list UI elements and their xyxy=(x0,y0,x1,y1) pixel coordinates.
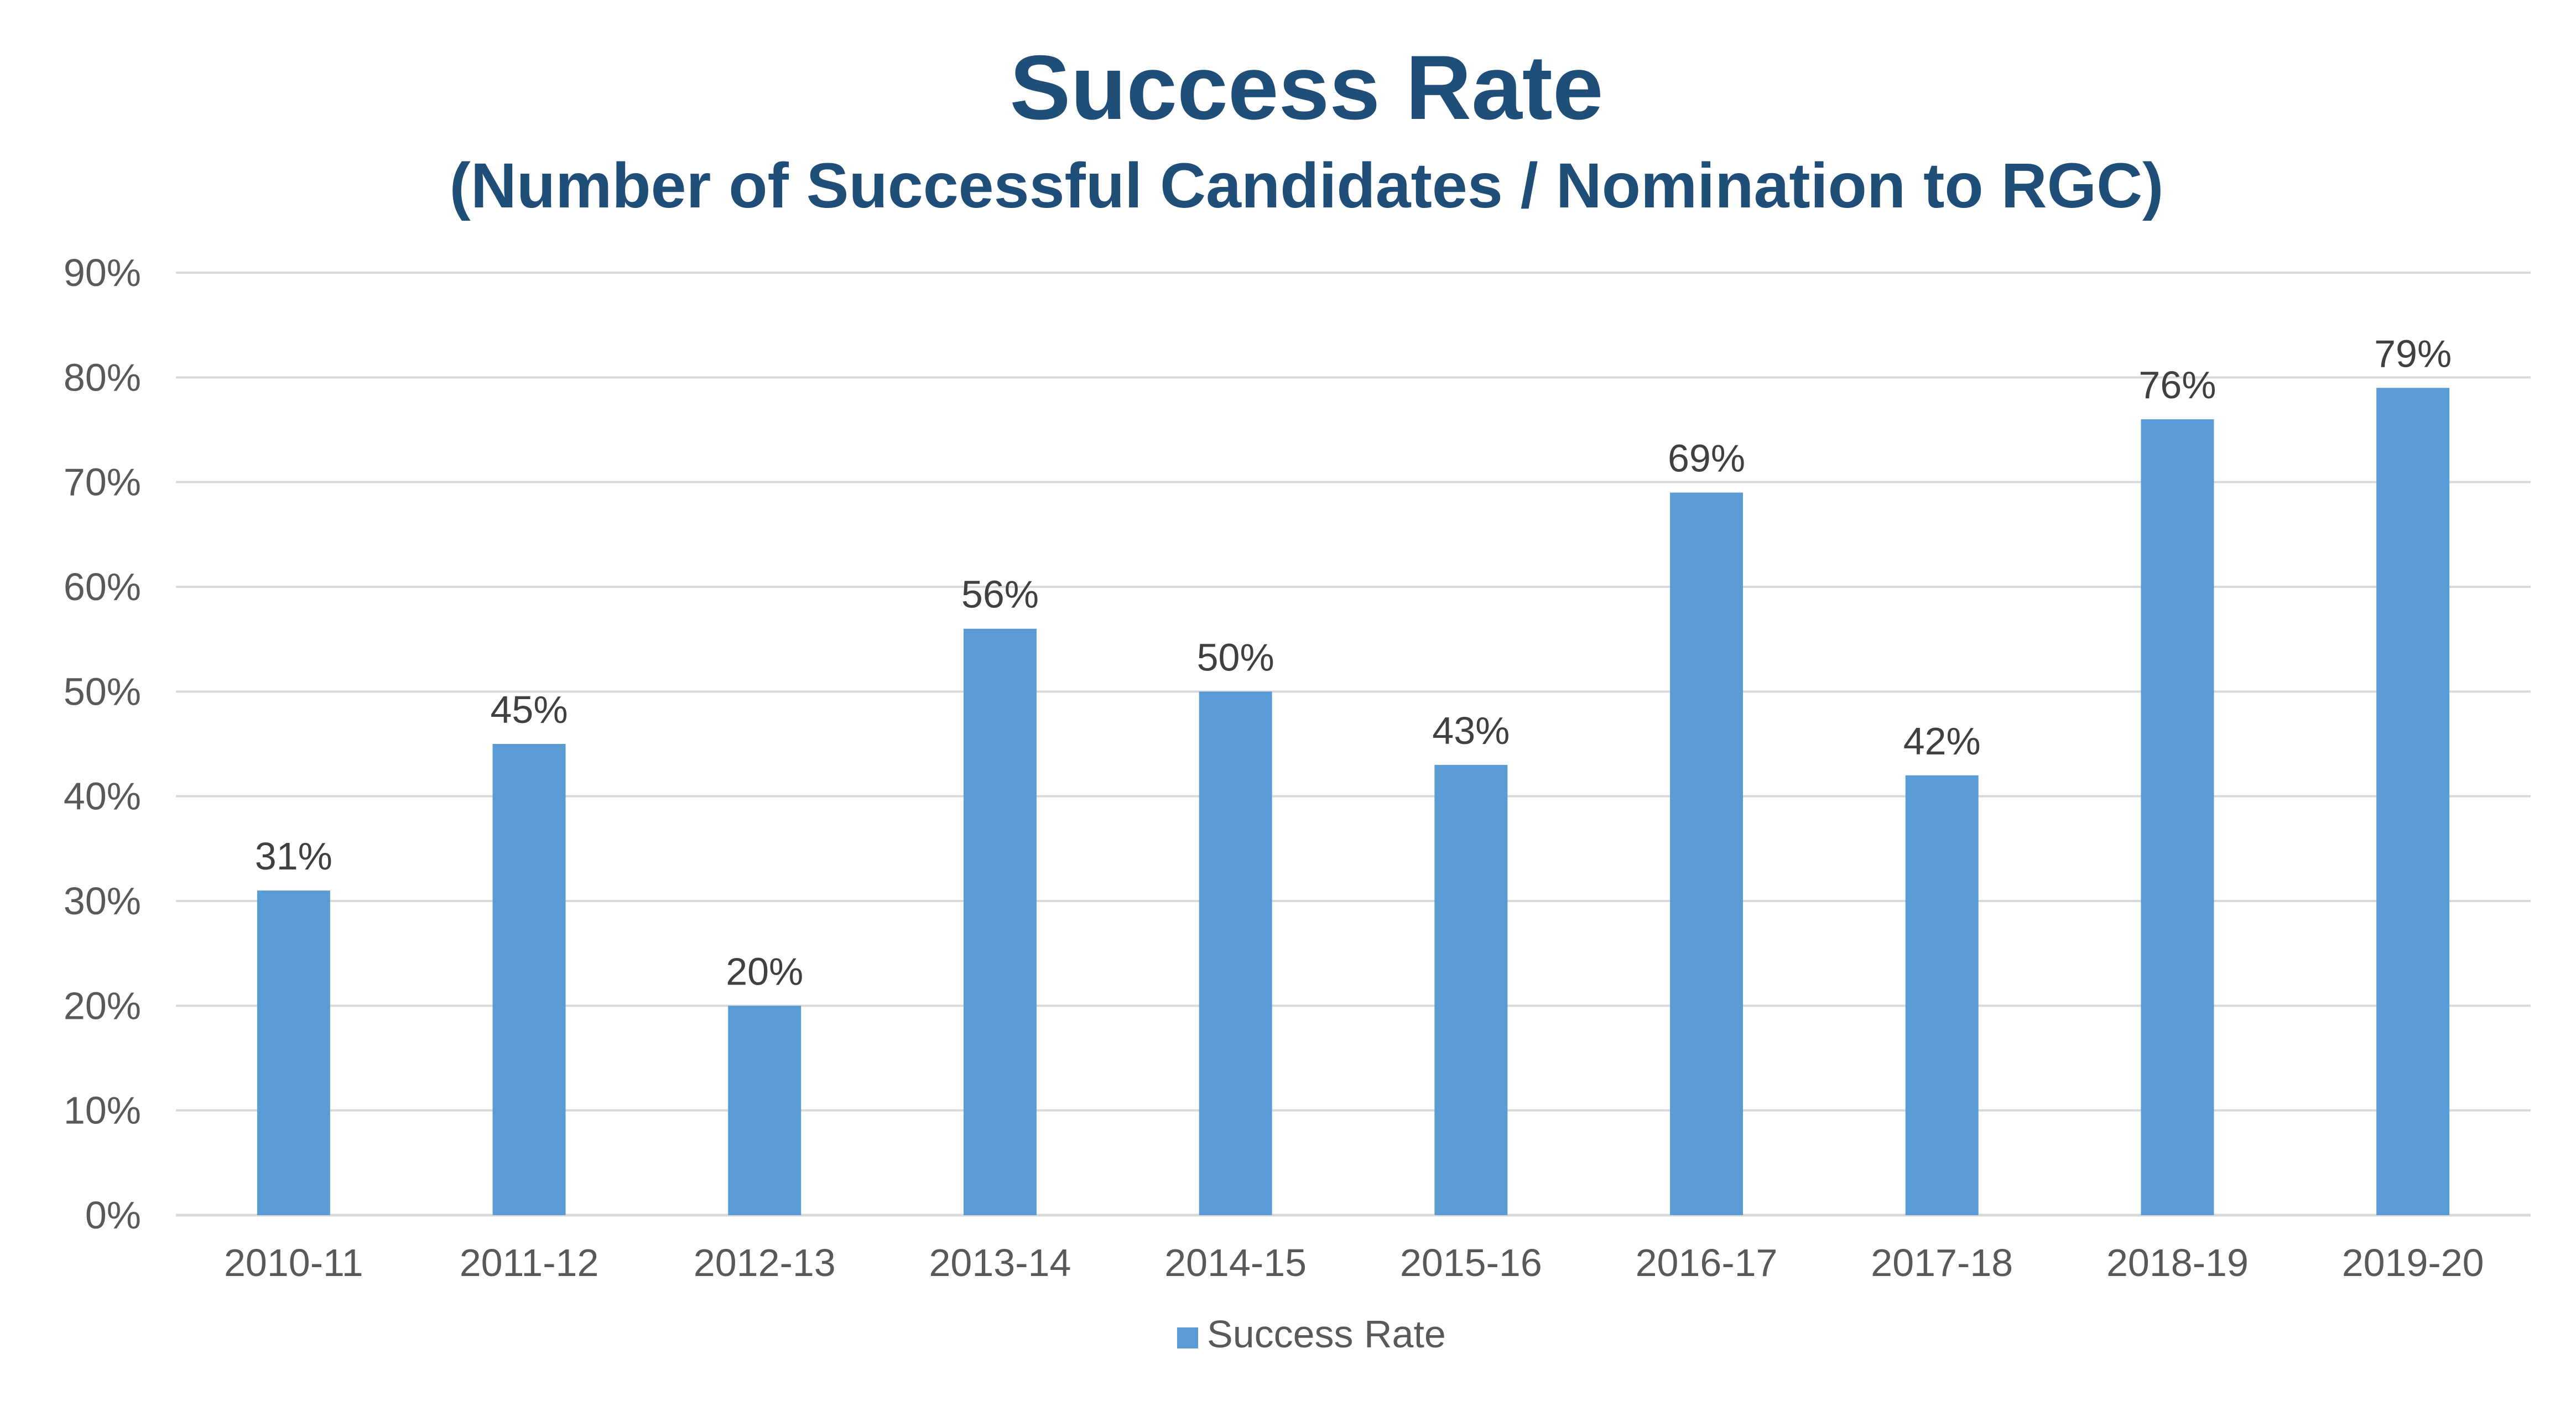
data-labels: 31% 45% 20% 56% 50% 43% 69% 42% 76% 79% xyxy=(255,332,2452,993)
data-label: 76% xyxy=(2138,363,2216,407)
x-tick-label: 2012-13 xyxy=(694,1241,836,1284)
x-tick-label: 2015-16 xyxy=(1400,1241,1542,1284)
bar-2016-17 xyxy=(1670,492,1744,1215)
bar-2010-11 xyxy=(257,890,330,1215)
x-tick-label: 2019-20 xyxy=(2342,1241,2484,1284)
y-tick-label: 40% xyxy=(64,775,141,818)
bar-2018-19 xyxy=(2141,419,2214,1215)
data-label: 69% xyxy=(1668,437,1745,480)
data-label: 79% xyxy=(2374,332,2452,375)
x-tick-label: 2018-19 xyxy=(2106,1241,2249,1284)
bar-2011-12 xyxy=(492,744,566,1215)
y-tick-label: 50% xyxy=(64,670,141,713)
y-tick-label: 30% xyxy=(64,879,141,923)
y-tick-label: 20% xyxy=(64,984,141,1027)
y-tick-label: 0% xyxy=(85,1194,141,1237)
bar-2013-14 xyxy=(963,628,1037,1215)
data-label: 45% xyxy=(490,688,568,731)
x-axis-ticks: 2010-11 2011-12 2012-13 2013-14 2014-15 2015-… xyxy=(224,1241,2484,1284)
x-tick-label: 2010-11 xyxy=(224,1241,363,1284)
x-tick-label: 2013-14 xyxy=(929,1241,1071,1284)
y-axis-ticks: 0% 10% 20% 30% 40% 50% 60% 70% 80% 90% xyxy=(64,251,141,1237)
x-tick-label: 2014-15 xyxy=(1164,1241,1307,1284)
x-tick-label: 2016-17 xyxy=(1636,1241,1778,1284)
gridlines xyxy=(176,272,2531,1217)
data-label: 43% xyxy=(1432,709,1510,752)
data-label: 42% xyxy=(1903,720,1981,763)
x-tick-label: 2011-12 xyxy=(460,1241,599,1284)
legend-label: Success Rate xyxy=(1207,1313,1446,1356)
y-tick-label: 80% xyxy=(64,356,141,399)
legend-swatch xyxy=(1177,1327,1198,1348)
bar-2017-18 xyxy=(1905,775,1979,1215)
x-tick-label: 2017-18 xyxy=(1871,1241,2013,1284)
bar-2019-20 xyxy=(2376,388,2450,1216)
y-tick-label: 10% xyxy=(64,1089,141,1132)
y-tick-label: 70% xyxy=(64,461,141,504)
y-tick-label: 90% xyxy=(64,251,141,294)
data-label: 50% xyxy=(1197,636,1274,679)
data-label: 20% xyxy=(726,950,803,993)
chart-subtitle: (Number of Successful Candidates / Nomin… xyxy=(450,150,2164,221)
data-label: 31% xyxy=(255,835,332,878)
bar-2015-16 xyxy=(1434,764,1508,1215)
y-tick-label: 60% xyxy=(64,565,141,608)
legend: Success Rate xyxy=(1177,1313,1446,1356)
bar-2014-15 xyxy=(1199,691,1272,1215)
bar-2012-13 xyxy=(728,1006,802,1215)
bars xyxy=(257,388,2450,1216)
chart-title: Success Rate xyxy=(1009,37,1603,138)
data-label: 56% xyxy=(961,573,1039,616)
